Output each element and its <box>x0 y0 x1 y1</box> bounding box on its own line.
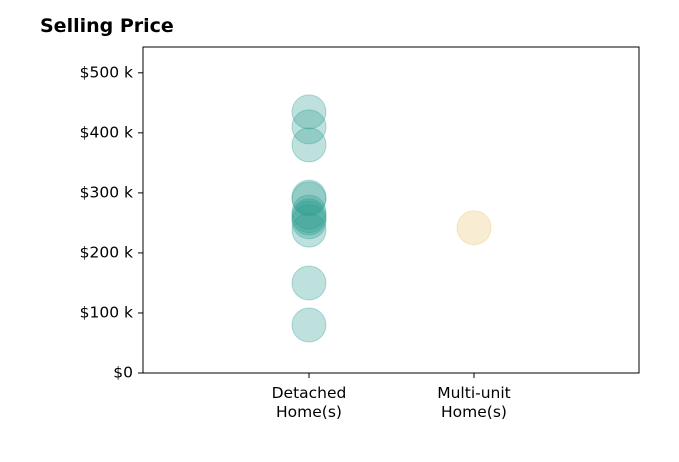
data-point-s0-2 <box>291 127 327 163</box>
data-point-s0-10 <box>291 265 327 301</box>
y-tick-label-3: $300 k <box>80 183 133 201</box>
data-point-s0-6 <box>291 198 327 234</box>
marks-layer <box>291 94 492 343</box>
y-tick-label-4: $400 k <box>80 123 133 141</box>
data-point-s0-7 <box>291 200 327 236</box>
x-tick-label-0-0: Detached <box>272 384 347 402</box>
data-point-s0-11 <box>291 307 327 343</box>
data-point-s0-9 <box>291 212 327 248</box>
data-point-s0-1 <box>291 109 327 145</box>
data-point-s0-4 <box>291 181 327 217</box>
data-point-s0-0 <box>291 94 327 130</box>
x-tick-label-0-1: Home(s) <box>276 403 342 421</box>
y-tick-label-0: $0 <box>113 364 133 382</box>
chart-title: Selling Price <box>40 15 174 37</box>
y-tick-label-2: $200 k <box>80 243 133 261</box>
y-tick-label-5: $500 k <box>80 63 133 81</box>
y-axis: $0 $100 k $200 k $300 k $400 k $500 k <box>80 63 143 382</box>
x-tick-label-1-1: Home(s) <box>441 403 507 421</box>
data-point-s0-3 <box>291 179 327 215</box>
data-point-s0-5 <box>291 194 327 230</box>
data-point-s0-8 <box>291 204 327 240</box>
y-tick-label-1: $100 k <box>80 303 133 321</box>
data-point-s1-0 <box>456 210 492 246</box>
x-tick-label-1-0: Multi-unit <box>437 384 511 402</box>
plot-frame <box>142 46 640 374</box>
